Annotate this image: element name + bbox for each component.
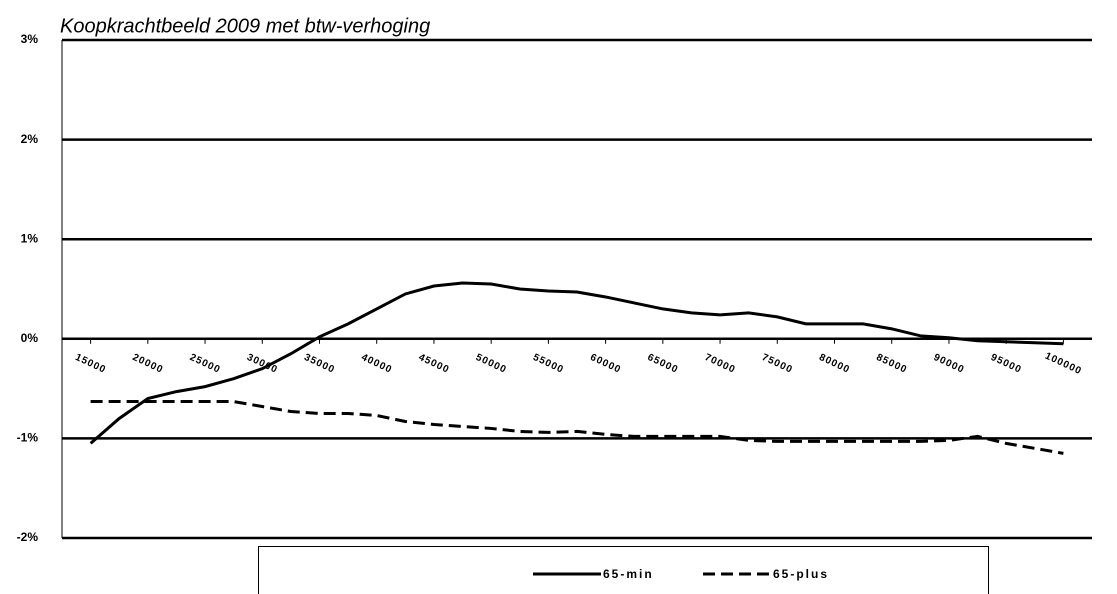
series-line	[90, 400, 1064, 455]
y-tick-label: 3%	[21, 32, 39, 46]
x-tick-label: 55000	[531, 352, 565, 376]
x-tick-label: 85000	[874, 352, 908, 376]
x-tick-label: 100000	[1043, 351, 1083, 378]
x-tick-label: 15000	[73, 352, 107, 376]
legend-label: 65-plus	[773, 567, 829, 581]
x-tick-label: 40000	[359, 352, 393, 376]
x-tick-label: 70000	[703, 352, 737, 376]
x-tick-label: 25000	[188, 352, 222, 376]
y-tick-label: 2%	[21, 132, 39, 146]
x-tick-label: 35000	[302, 352, 336, 376]
x-tick-label: 75000	[760, 352, 794, 376]
x-tick-label: 20000	[131, 352, 165, 376]
y-tick-label: 0%	[21, 331, 39, 345]
chart-title: Koopkrachtbeeld 2009 met btw-verhoging	[60, 15, 430, 37]
y-tick-label: -1%	[17, 431, 39, 445]
y-tick-label: -2%	[17, 530, 39, 544]
x-tick-label: 50000	[474, 352, 508, 376]
x-tick-label: 60000	[588, 352, 622, 376]
x-tick-label: 80000	[817, 352, 851, 376]
legend-box	[258, 546, 989, 594]
x-tick-label: 95000	[989, 352, 1023, 376]
x-tick-label: 65000	[646, 352, 680, 376]
series-line	[89, 281, 1064, 445]
x-tick-label: 45000	[417, 352, 451, 376]
x-tick-label: 90000	[932, 352, 966, 376]
y-tick-label: 1%	[21, 231, 39, 245]
legend-label: 65-min	[603, 567, 654, 581]
